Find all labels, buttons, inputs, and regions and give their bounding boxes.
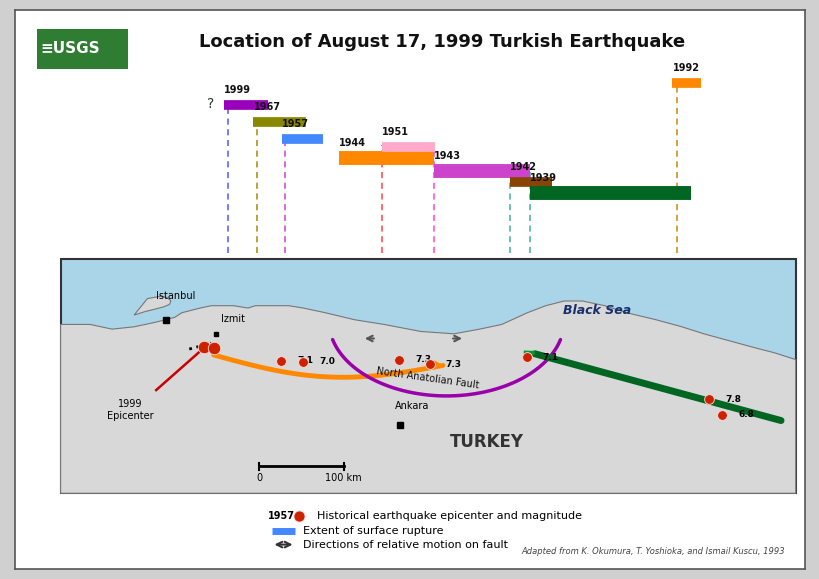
Text: 7.1: 7.1 <box>297 356 313 365</box>
Text: 1957: 1957 <box>267 511 294 521</box>
Text: 7.1: 7.1 <box>542 353 559 362</box>
Text: Directions of relative motion on fault: Directions of relative motion on fault <box>303 540 508 549</box>
Text: 100 km: 100 km <box>325 473 361 483</box>
Text: 1939: 1939 <box>530 174 556 184</box>
Text: 7.3: 7.3 <box>414 355 431 364</box>
Polygon shape <box>61 301 794 493</box>
Text: Izmit: Izmit <box>220 314 245 324</box>
Text: ≡USGS: ≡USGS <box>41 41 101 56</box>
Text: 1957: 1957 <box>282 119 309 129</box>
Text: 1967: 1967 <box>253 102 280 112</box>
Text: Ankara: Ankara <box>394 401 428 411</box>
Text: 6.8: 6.8 <box>738 410 753 419</box>
Polygon shape <box>134 296 170 315</box>
Text: 7.3: 7.3 <box>446 360 461 369</box>
Text: 7.8: 7.8 <box>724 395 740 404</box>
Text: Istanbul: Istanbul <box>156 291 195 301</box>
Text: Extent of surface rupture: Extent of surface rupture <box>303 526 443 536</box>
Text: 1943: 1943 <box>433 151 460 160</box>
Text: 1999
Epicenter: 1999 Epicenter <box>107 400 154 421</box>
Text: Black Sea: Black Sea <box>563 304 631 317</box>
FancyBboxPatch shape <box>37 29 128 69</box>
Text: North Anatolian Fault: North Anatolian Fault <box>376 366 480 390</box>
Text: 1944: 1944 <box>338 138 365 148</box>
Text: 0: 0 <box>256 473 262 483</box>
FancyBboxPatch shape <box>61 259 794 493</box>
Text: 1942: 1942 <box>509 162 536 172</box>
Text: 7.0: 7.0 <box>319 357 335 367</box>
Text: Historical earthquake epicenter and magnitude: Historical earthquake epicenter and magn… <box>316 511 581 521</box>
Text: 1992: 1992 <box>672 63 699 73</box>
Text: 1951: 1951 <box>382 127 409 137</box>
Text: Location of August 17, 1999 Turkish Earthquake: Location of August 17, 1999 Turkish Eart… <box>198 32 684 51</box>
Text: ?: ? <box>207 97 214 111</box>
Text: science for a changing world: science for a changing world <box>41 64 120 69</box>
Text: TURKEY: TURKEY <box>450 433 523 450</box>
Text: Adapted from K. Okumura, T. Yoshioka, and Ismail Kuscu, 1993: Adapted from K. Okumura, T. Yoshioka, an… <box>521 547 785 556</box>
Text: 1999: 1999 <box>224 85 251 96</box>
